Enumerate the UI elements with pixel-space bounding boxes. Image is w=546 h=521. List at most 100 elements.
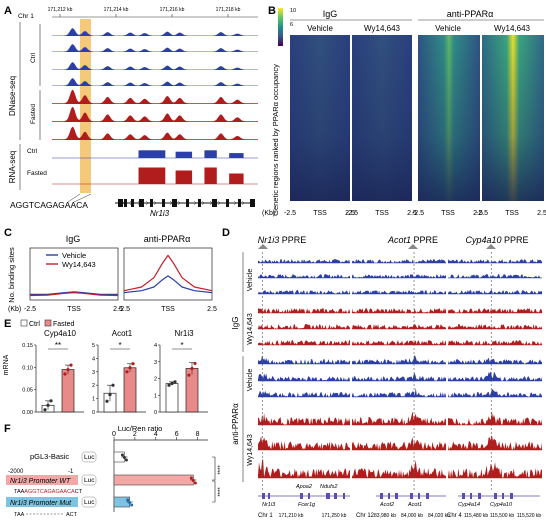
e-data-point [187,373,191,377]
d-ppre-marker [408,244,418,249]
a-strand-chevron [145,200,149,206]
e-sig-label: ** [55,341,61,350]
f-data-point [124,458,128,462]
a-strand-chevron [209,200,213,206]
e-bar-ctrl [165,383,179,413]
d-locus-gene: Cyp4a10 [465,235,501,245]
b-colorbar [278,8,283,46]
e-legend-fasted: Fasted [53,321,75,328]
d-exon [462,493,465,499]
e-data-point [173,380,177,384]
d-gene-name: Cyp4a14 [458,502,480,508]
f-wt-promoter-box [6,475,78,485]
f-bar [113,474,194,486]
b-tick-label: 2.5 [345,210,355,217]
f-x-tick-label: 4 [154,431,158,438]
a-exon [172,199,177,207]
e-y-tick-label: 3 [154,360,157,366]
d-exon [326,493,330,499]
d-exon [268,493,270,499]
a-dnase-label: DNase-seq [8,76,17,116]
e-y-tick-label: 0 [92,410,95,416]
e-bar-fasted [61,369,75,413]
e-legend: Ctrl Fasted [20,319,75,328]
panel-d: D Nr1i3 PPRE Acot1 PPRE Cyp4a10 PPRE IgG… [222,227,542,519]
a-strand-chevron [185,200,189,206]
a-gene-label: Nr1i3 [150,209,170,218]
d-chip-track [448,357,542,364]
b-tick-label: TSS [505,210,519,217]
e-chart-title: Cyp4a10 [44,329,77,338]
d-exon [502,493,504,499]
a-strand-chevron [177,200,181,206]
d-locus-suffix: PPRE [414,235,439,245]
d-chip-track [352,437,446,450]
c-tick-label: 2.5 [113,306,123,313]
b-heatmap-igg-vehicle [290,35,350,201]
a-coord-label: 171,216 kb [160,7,185,13]
d-locus-title: Acot1 PPRE [387,235,438,245]
a-exon [198,199,201,207]
b-tick-label: TSS [313,210,327,217]
a-strand-chevron [233,200,237,206]
f-bar-series: **** **** [113,451,224,508]
a-ctrl-label: Ctrl [30,52,37,63]
a-rna-block [175,151,193,158]
c-line-vehicle [123,275,213,294]
d-chip-track [352,308,446,313]
e-y-tick-label: 0.15 [22,343,33,349]
c-tick-label: -2.5 [118,306,130,313]
e-y-tick-label: 4 [154,343,157,349]
d-chip-track [258,290,350,294]
b-heatmap-ppara-wy [482,35,544,201]
a-dnase-track [52,62,258,70]
c-line-wy [29,292,119,297]
f-luc-box [81,451,97,463]
d-ppre-marker [486,244,496,249]
f-wt-seq-pre: TAA [14,489,25,495]
e-data-point [111,383,115,387]
d-gene-annotations: Apoa2 Ndufs2 Nr1i3 Fcer1g Acot2 Acot1 Cy… [258,484,540,508]
a-rna-block [204,150,217,158]
f-wt-seq: TAAAGGTCAGAGAACACT [14,489,83,495]
panel-c: C IgG anti-PPARα No. binding sites Vehic… [4,227,217,313]
b-tick-label: 2.5 [537,210,546,217]
d-exon [494,493,497,499]
d-chip-track [448,308,542,313]
panel-letter-c: C [4,227,12,239]
a-exon [150,199,153,207]
d-chip-track [258,435,350,450]
d-chip-track [352,340,446,345]
e-data-point [131,362,135,366]
a-rna-fasted-label: Fasted [27,170,47,177]
d-chrom-label: Chr 12 [356,513,375,519]
d-chip-track [352,274,446,278]
d-gene-name: Fcer1g [298,502,316,508]
d-exon [410,493,413,499]
e-chart-title: Acot1 [112,329,133,338]
d-coord-label: 171,210 kb [279,513,304,519]
c-legend: Vehicle Wy14,643 [46,251,96,269]
a-fasted-label: Fasted [30,104,37,124]
a-strand-chevron [121,200,125,206]
e-y-tick-label: 2 [154,377,157,383]
c-tick-label: 2.5 [207,306,217,313]
d-exon [308,493,310,499]
panel-letter-f: F [4,423,11,435]
c-title-ppara: anti-PPARα [144,234,191,244]
c-tick-label: TSS [67,306,81,313]
f-data-point [120,453,124,457]
d-exon [395,493,398,499]
f-construct-basic: pGL3-Basic [30,452,69,461]
b-cond-label: Wy14,643 [364,24,401,33]
d-chip-track [258,274,350,278]
b-tick-label: TSS [375,210,389,217]
d-cond-label: Wy14,643 [247,434,254,466]
e-data-point [63,372,67,376]
d-chip-track [258,259,350,263]
panel-f: F Luc/Ren ratio 0 2 4 6 8 pGL3-Basic Luc -20… [4,423,224,518]
b-cond-label: Vehicle [307,24,333,33]
e-y-tick-label: 1 [92,397,95,403]
b-heatmap-igg-wy [352,35,412,201]
